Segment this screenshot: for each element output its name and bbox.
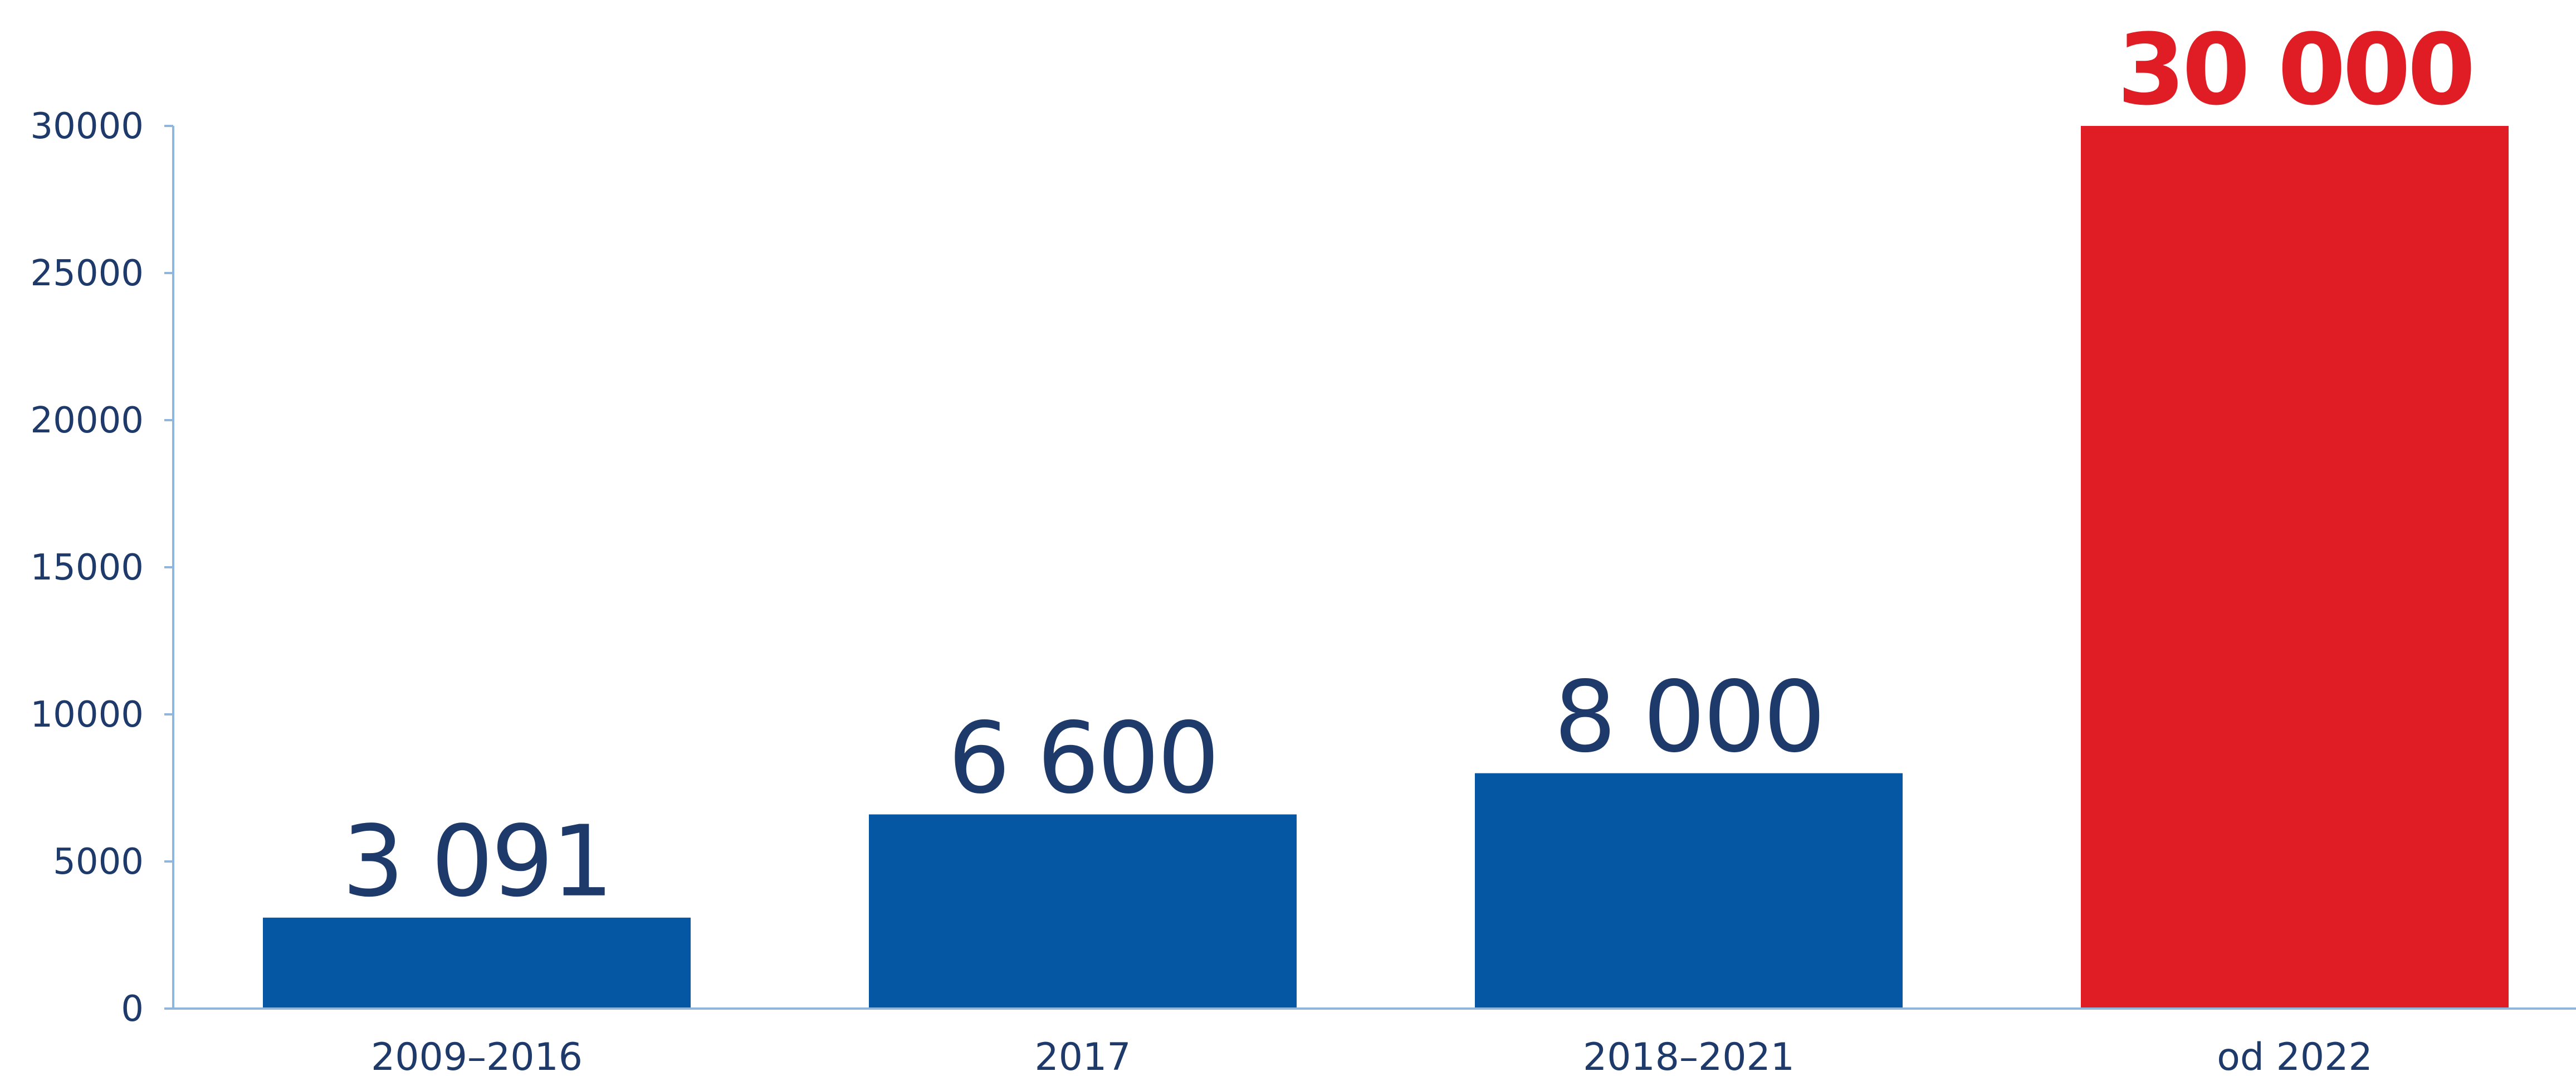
- bar-value-label: 3 091: [342, 805, 612, 919]
- bar-value-label: 8 000: [1554, 660, 1824, 775]
- y-tick-label: 5000: [53, 841, 144, 883]
- y-axis-tick-labels: 0 5000 10000 15000 20000 25000 30000: [30, 106, 144, 1030]
- bar: [1475, 773, 1903, 1009]
- category-label: 2018–2021: [1583, 1035, 1795, 1076]
- y-tick-label: 0: [121, 989, 144, 1030]
- value-labels-group: 3 091 6 600 8 000 30 000: [342, 13, 2476, 919]
- bar-value-label: 6 600: [948, 702, 1218, 816]
- y-tick-label: 15000: [30, 547, 144, 588]
- bar: [2081, 126, 2509, 1009]
- category-label: 2009–2016: [371, 1035, 583, 1076]
- category-labels-group: 2009–2016 2017 2018–2021 od 2022: [371, 1035, 2373, 1076]
- y-axis-ticks: [164, 125, 173, 1010]
- y-tick-label: 10000: [30, 694, 144, 736]
- bar: [869, 814, 1297, 1009]
- bar: [263, 917, 691, 1009]
- y-tick-label: 20000: [30, 400, 144, 441]
- category-label: od 2022: [2217, 1035, 2372, 1076]
- category-label: 2017: [1034, 1035, 1131, 1076]
- bars-group: [263, 126, 2509, 1009]
- y-tick-label: 30000: [30, 106, 144, 147]
- y-tick-label: 25000: [30, 253, 144, 294]
- bar-value-label: 30 000: [2117, 13, 2472, 127]
